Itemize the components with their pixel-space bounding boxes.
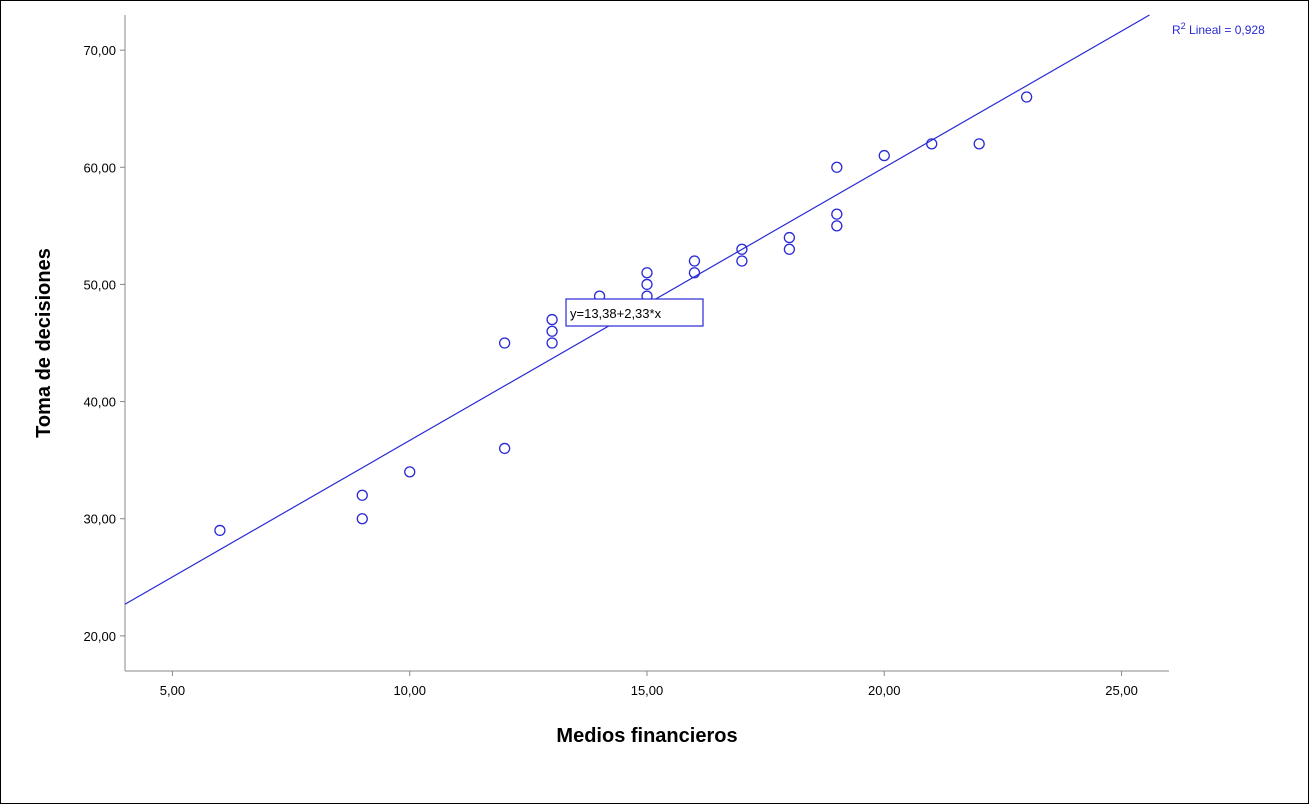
data-point — [831, 220, 843, 232]
data-point — [926, 138, 938, 150]
data-point — [498, 442, 511, 455]
x-tick-label: 15,00 — [631, 683, 664, 698]
y-tick-label: 70,00 — [83, 43, 116, 58]
y-axis-title: Toma de decisiones — [33, 248, 55, 438]
x-tick-label: 25,00 — [1105, 683, 1138, 698]
y-tick-label: 50,00 — [83, 277, 116, 292]
y-tick-label: 30,00 — [83, 512, 116, 527]
y-tick-label: 20,00 — [83, 629, 116, 644]
data-point — [688, 255, 701, 267]
data-point — [404, 466, 416, 478]
x-axis-title: Medios financieros — [556, 725, 737, 747]
y-tick-label: 60,00 — [83, 160, 116, 175]
data-point — [356, 489, 368, 501]
data-point — [878, 149, 890, 162]
data-point — [546, 325, 558, 337]
data-point — [736, 243, 748, 255]
x-tick-label: 20,00 — [868, 683, 901, 698]
r-squared-letter: R — [1172, 23, 1181, 37]
data-point — [736, 255, 748, 267]
fit-equation-border — [565, 298, 704, 327]
data-point — [783, 231, 796, 244]
r-squared-value: Lineal = 0,928 — [1186, 23, 1265, 37]
data-point — [214, 524, 226, 537]
r-squared-label: R2 Lineal = 0,928 — [1172, 21, 1265, 37]
data-point — [831, 208, 843, 220]
data-point — [546, 337, 558, 349]
r-squared-superscript: 2 — [1181, 21, 1186, 31]
data-point — [546, 313, 558, 326]
points-layer — [214, 91, 1033, 537]
ticks: 5,00 10,00 15,00 20,00 25,00 20,00 30,00 40,00 5… — [83, 43, 1137, 698]
data-point — [688, 267, 701, 279]
data-point — [831, 161, 843, 173]
x-tick-label: 10,00 — [393, 683, 426, 698]
data-point — [356, 513, 368, 525]
data-point — [973, 138, 985, 150]
fit-equation-box: y=13,38+2,33*x — [565, 298, 704, 327]
axes — [124, 15, 1169, 672]
data-point — [498, 337, 511, 349]
x-tick-label: 5,00 — [160, 683, 185, 698]
data-point — [641, 267, 653, 279]
y-tick-label: 40,00 — [83, 395, 116, 410]
fit-equation-label: y=13,38+2,33*x — [570, 306, 662, 321]
data-point — [641, 278, 653, 291]
data-point — [783, 243, 796, 255]
data-point — [1020, 91, 1033, 103]
